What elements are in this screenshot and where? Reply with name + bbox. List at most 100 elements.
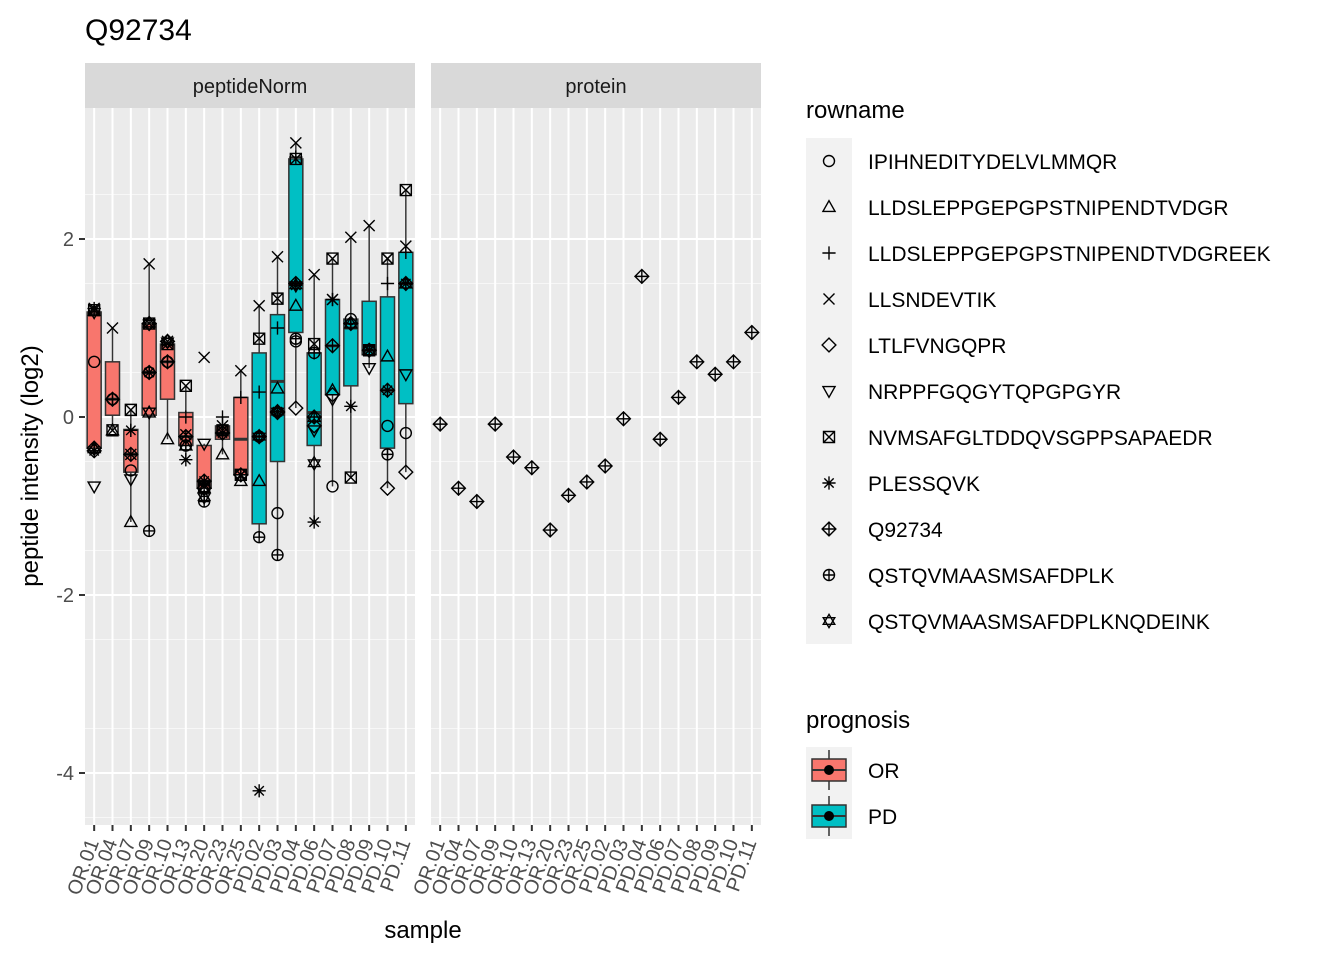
point-LLDSLEPPGEPGPSTNIPENDTVDGR [380,348,395,362]
point-protein-OR.04 [450,480,467,497]
legend-prognosis: prognosis OR PD [806,707,910,839]
legend-key-IPIHNEDITYDELVLMMQR [822,154,836,168]
legend-label: PLESSQVK [868,473,980,496]
legend-label: LLSNDEVTIK [868,289,996,312]
legend-key-LLDSLEPPGEPGPSTNIPENDTVDGR [821,199,837,213]
legend-prognosis-items: OR PD [811,750,900,836]
legend-key-Q92734 [821,521,837,537]
point-IPIHNEDITYDELVLMMQR [399,426,413,440]
point-LLDSLEPPGEPGPSTNIPENDTVDGR [123,514,139,528]
point-Q92734 [141,364,158,381]
point-LLDSLEPPGEPGPSTNIPENDTVDGREEK [380,276,395,291]
strip-protein [431,63,761,108]
legend-key-NRPPFGQGYTQPGPGYR [821,385,837,399]
point-PLESSQVK [344,399,358,413]
point-Q92734 [86,442,103,459]
point-LLDSLEPPGEPGPSTNIPENDTVDGREEK [215,410,230,424]
panel-bg-protein [431,108,761,825]
points-left [86,136,414,798]
box-OR.25 [233,396,249,476]
legend-label: Q92734 [868,519,943,542]
point-protein-OR.13 [523,459,540,476]
point-NVMSAFGLTDDQVSGPPSAPAEDR [124,403,138,417]
point-protein-PD.06 [652,431,669,448]
point-LLSNDEVTIK [106,322,119,334]
xticks-left: OR.01OR.04OR.07OR.09OR.10OR.13OR.20OR.23… [63,825,416,898]
legend-label: LLDSLEPPGEPGPSTNIPENDTVDGR [868,197,1229,220]
legend-key-LLDSLEPPGEPGPSTNIPENDTVDGREEK [822,246,836,260]
point-NVMSAFGLTDDQVSGPPSAPAEDR [381,252,394,265]
panel-protein: protein OR.01OR.04OR.07OR.09OR.10OR.13OR… [409,63,762,898]
point-Q92734 [232,466,249,483]
point-protein-PD.07 [670,389,687,406]
point-PLESSQVK [179,453,193,467]
y-tick-label: 2 [63,229,74,251]
point-Q92734 [361,342,378,359]
point-NRPPFGQGYTQPGPGYR [86,481,102,495]
legend-label: OR [868,760,900,783]
box-PD.10 [379,296,396,449]
point-LLDSLEPPGEPGPSTNIPENDTVDGR [141,404,157,418]
legend-label: LTLFVNGQPR [868,335,1006,358]
legend-key-LLSNDEVTIK [823,293,835,305]
strip-label-peptideNorm: peptideNorm [193,76,308,98]
point-LTLFVNGQPR [324,386,341,403]
point-Q92734 [104,391,121,408]
point-QSTQVMAASMSAFDPLKNQDEINK [197,489,212,506]
point-LLDSLEPPGEPGPSTNIPENDTVDGR [215,446,230,460]
point-LTLFVNGQPR [379,480,396,497]
box-PD.04 [288,158,304,334]
box-OR.10 [159,343,176,400]
point-QSTQVMAASMSAFDPLKNQDEINK [252,428,267,445]
point-PLESSQVK [325,292,340,307]
point-LLSNDEVTIK [143,257,156,270]
point-QSTQVMAASMSAFDPLK [142,524,156,538]
box-PD.06 [306,352,322,447]
point-protein-OR.07 [468,493,485,510]
point-protein-OR.01 [432,416,449,432]
box-PD.03 [269,313,286,463]
points-right [432,268,760,538]
point-LLDSLEPPGEPGPSTNIPENDTVDGREEK [234,390,248,405]
point-protein-PD.11 [743,324,760,341]
point-protein-PD.04 [633,268,650,285]
point-LLDSLEPPGEPGPSTNIPENDTVDGREEK [307,346,321,360]
grid-right [431,108,761,825]
point-Q92734 [122,446,139,463]
point-NVMSAFGLTDDQVSGPPSAPAEDR [344,471,358,484]
legend-label: NRPPFGQGYTQPGPGYR [868,381,1121,404]
point-QSTQVMAASMSAFDPLK [252,530,266,544]
legend-prognosis-title: prognosis [806,707,910,734]
legend-rowname: rowname IPIHNEDITYDELVLMMQR LLDSLEPPGEPGP… [806,97,1271,644]
point-QSTQVMAASMSAFDPLK [381,448,394,461]
box-OR.04 [104,361,121,416]
legend-rowname-keys-bg [806,138,852,644]
point-LTLFVNGQPR [397,464,414,481]
point-LTLFVNGQPR [287,400,304,416]
legend-label: QSTQVMAASMSAFDPLKNQDEINK [868,611,1210,634]
chart-title: Q92734 [85,14,192,47]
legend-label: IPIHNEDITYDELVLMMQR [868,151,1117,174]
point-NVMSAFGLTDDQVSGPPSAPAEDR [106,424,119,437]
point-QSTQVMAASMSAFDPLK [289,332,303,345]
legend-key-dot [824,811,834,821]
point-protein-OR.10 [505,449,522,465]
point-PLESSQVK [124,423,138,437]
point-protein-OR.20 [542,522,559,538]
y-axis-title: peptide intensity (log2) [17,345,44,586]
legend-label: LLDSLEPPGEPGPSTNIPENDTVDGREEK [868,243,1271,266]
point-protein-OR.25 [578,474,595,490]
strip-label-protein: protein [565,76,626,98]
point-IPIHNEDITYDELVLMMQR [271,506,284,520]
point-LLDSLEPPGEPGPSTNIPENDTVDGREEK [179,410,193,424]
point-LLSNDEVTIK [363,219,376,232]
point-LLDSLEPPGEPGPSTNIPENDTVDGR [105,422,120,436]
point-QSTQVMAASMSAFDPLKNQDEINK [142,315,157,332]
legend-key-QSTQVMAASMSAFDPLKNQDEINK [822,613,836,629]
point-QSTQVMAASMSAFDPLKNQDEINK [288,277,303,294]
legend-label: PD [868,806,897,829]
point-NVMSAFGLTDDQVSGPPSAPAEDR [271,292,284,305]
point-protein-OR.23 [560,487,577,504]
point-LLDSLEPPGEPGPSTNIPENDTVDGREEK [270,321,285,335]
